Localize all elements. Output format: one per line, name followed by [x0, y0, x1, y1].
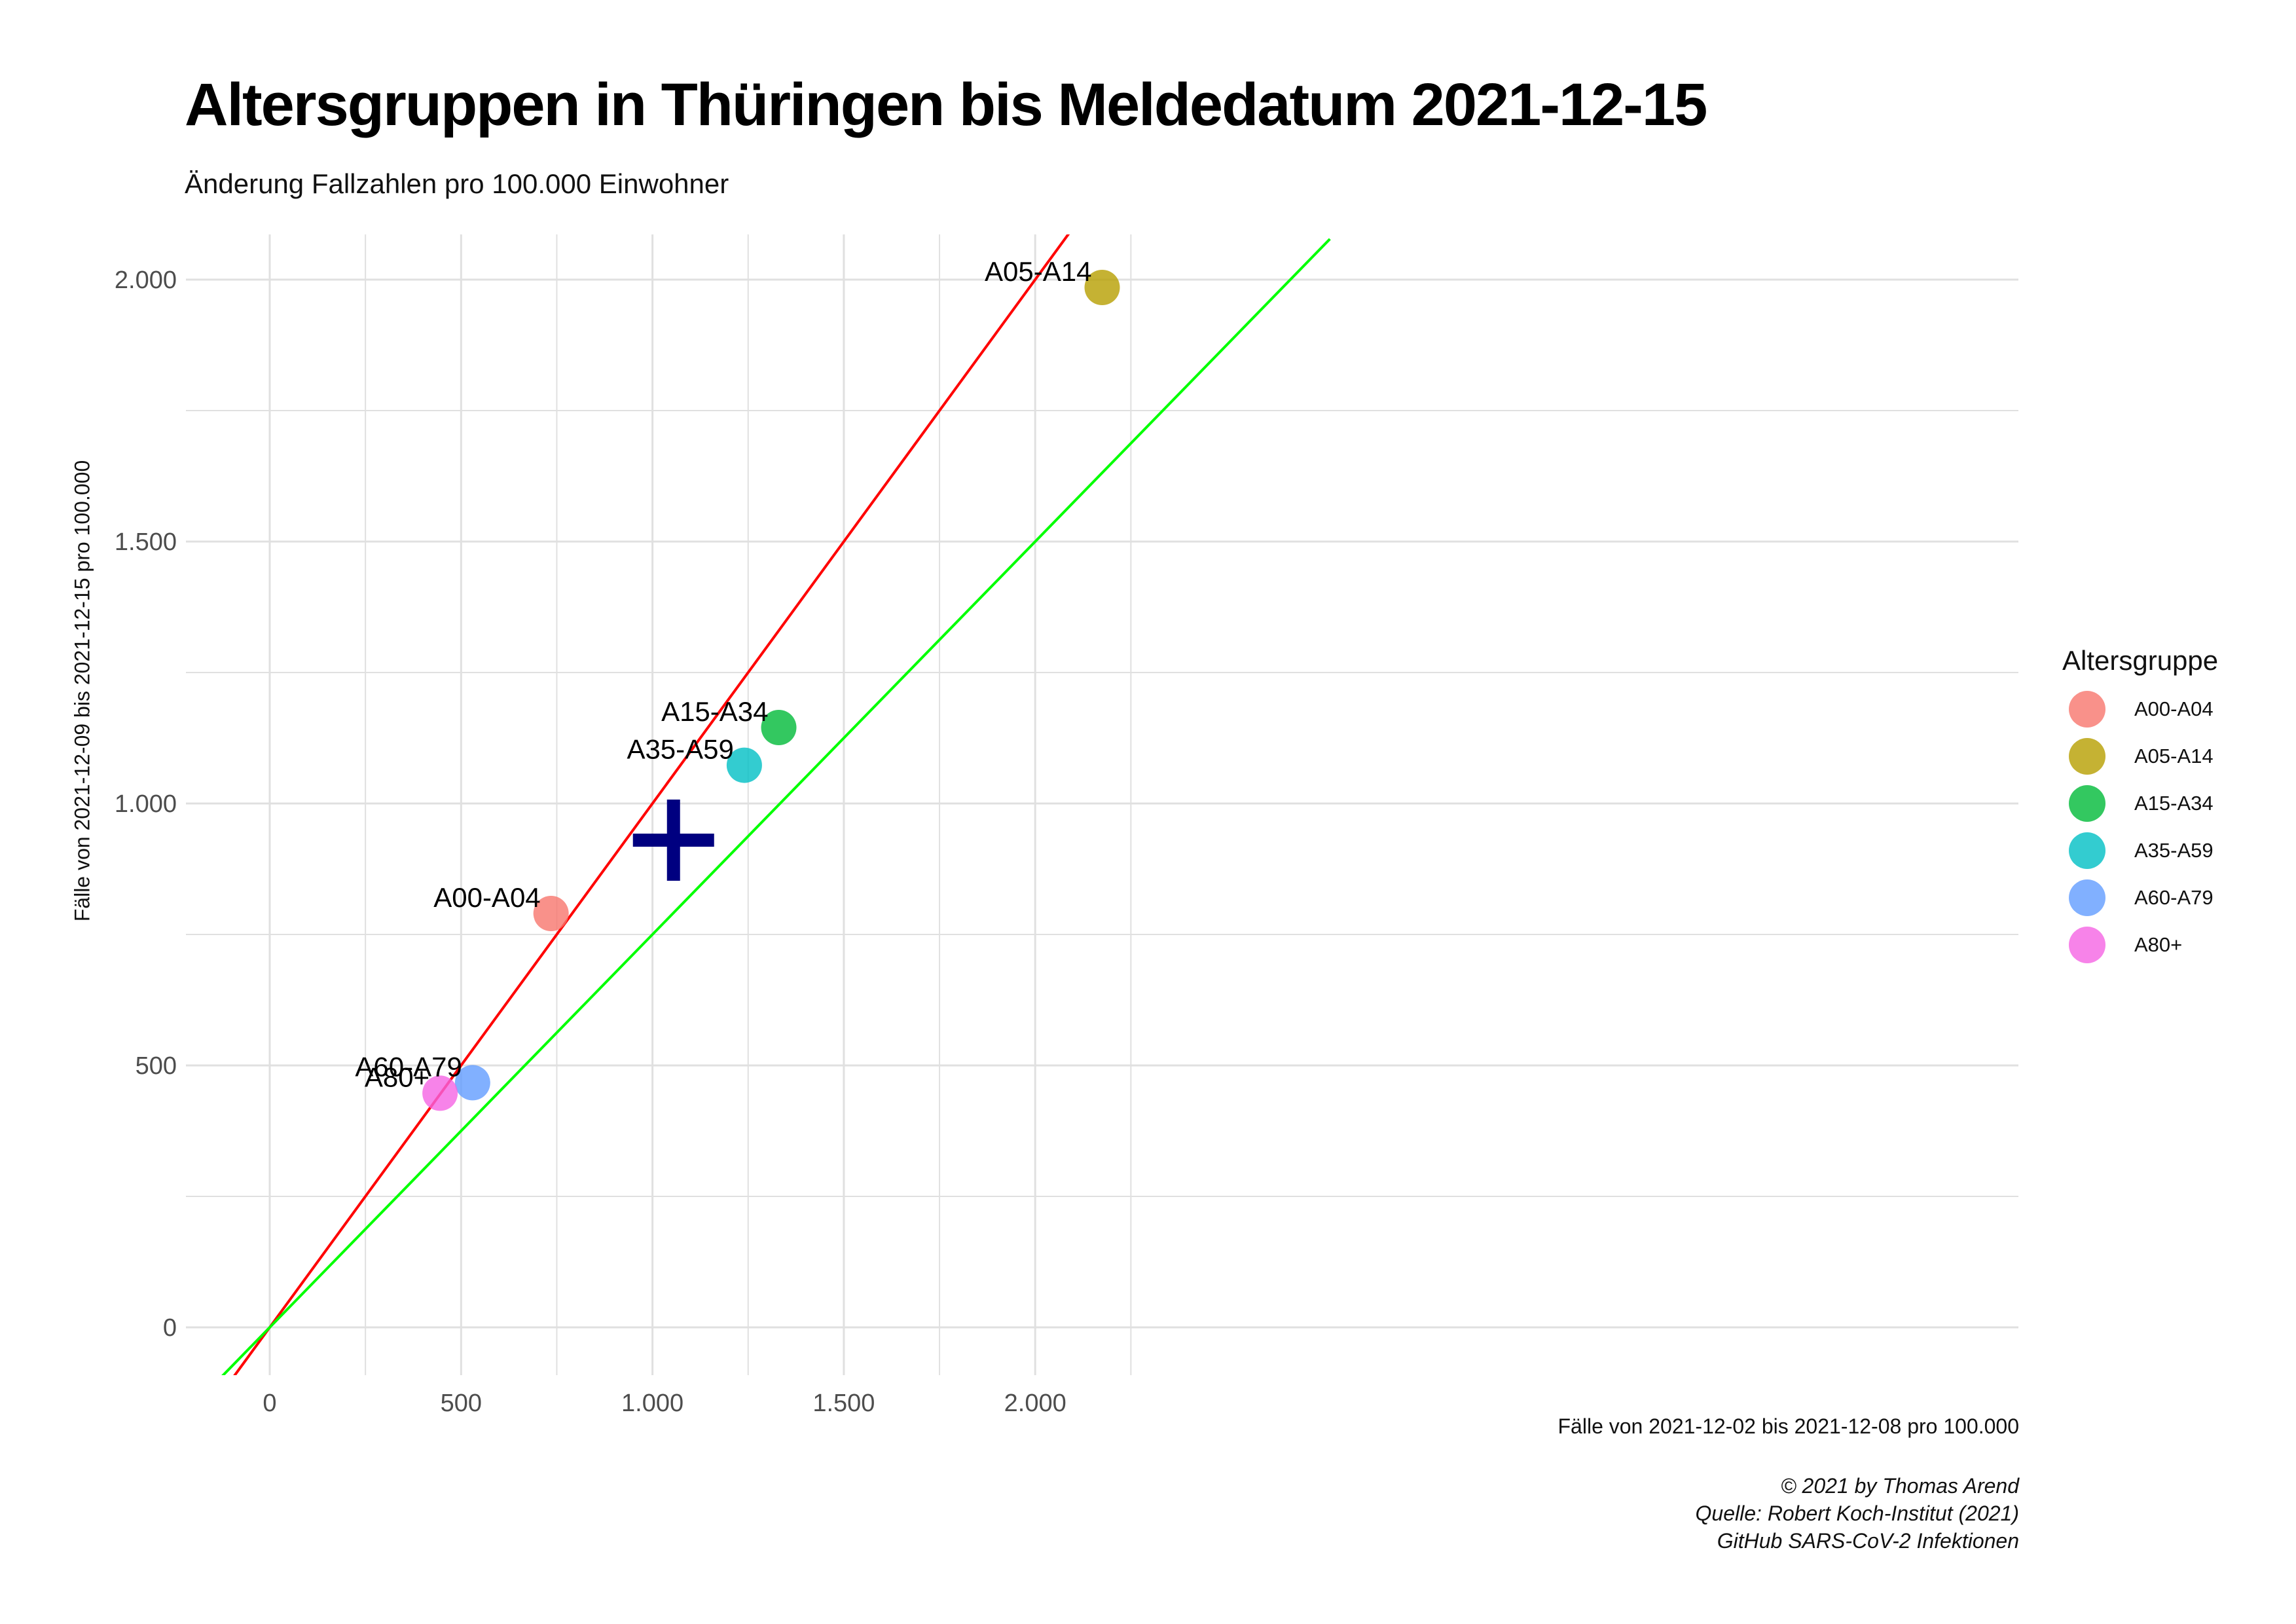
caption-source: Quelle: Robert Koch-Institut (2021): [1695, 1502, 2019, 1525]
legend-swatch: [2069, 691, 2105, 728]
y-tick-label: 2.000: [115, 267, 177, 294]
data-point: [422, 1075, 458, 1111]
y-tick-label: 500: [136, 1052, 177, 1080]
x-tick-label: 1.000: [621, 1390, 683, 1417]
point-label: A15-A34: [661, 696, 768, 727]
x-tick-label: 0: [263, 1390, 276, 1417]
legend-swatch: [2069, 879, 2105, 916]
legend-item: A60-A79: [2062, 874, 2218, 921]
legend-label: A00-A04: [2134, 697, 2214, 720]
point-label: A35-A59: [627, 734, 733, 765]
legend-item: A35-A59: [2062, 827, 2218, 874]
data-point: [1084, 270, 1120, 305]
legend-swatch: [2069, 738, 2105, 775]
legend-label: A80+: [2134, 933, 2183, 956]
legend-item: A05-A14: [2062, 733, 2218, 780]
point-label: A80+: [365, 1061, 429, 1092]
legend-item: A15-A34: [2062, 780, 2218, 827]
legend-label: A60-A79: [2134, 886, 2214, 909]
legend-label: A15-A34: [2134, 792, 2214, 815]
data-point: [761, 710, 797, 745]
caption: © 2021 by Thomas Arend Quelle: Robert Ko…: [1696, 1472, 2019, 1555]
point-label: A60-A79: [355, 1051, 462, 1082]
axis-tick-labels: 0 500 1.000 1.500 2.000 0 500 1.000 1.500 2.000: [115, 267, 1066, 1417]
legend: Altersgruppe A00-A04 A05-A14 A15-A34 A35-A5…: [2062, 645, 2218, 969]
data-point: [726, 747, 762, 783]
legend-swatch: [2069, 785, 2105, 822]
point-label: A00-A04: [433, 882, 540, 913]
x-axis-label: Fälle von 2021-12-02 bis 2021-12-08 pro …: [1558, 1414, 2020, 1438]
data-points: [422, 270, 1120, 1111]
y-tick-label: 0: [163, 1314, 177, 1342]
x-tick-label: 1.500: [812, 1390, 875, 1417]
chart-subtitle: Änderung Fallzahlen pro 100.000 Einwohne…: [185, 168, 729, 199]
reference-lines: [221, 234, 1331, 1375]
caption-copyright: © 2021 by Thomas Arend: [1781, 1474, 2019, 1498]
reference-line: [233, 234, 1070, 1375]
x-tick-label: 500: [441, 1390, 482, 1417]
legend-swatch: [2069, 832, 2105, 869]
legend-label: A05-A14: [2134, 745, 2214, 767]
y-tick-label: 1.500: [115, 528, 177, 556]
x-tick-label: 2.000: [1004, 1390, 1066, 1417]
point-label: A05-A14: [985, 256, 1091, 287]
data-point: [454, 1065, 490, 1101]
legend-items: A00-A04 A05-A14 A15-A34 A35-A59 A60-A79 A80+: [2062, 686, 2218, 969]
legend-item: A80+: [2062, 921, 2218, 969]
legend-item: A00-A04: [2062, 686, 2218, 733]
y-tick-label: 1.000: [115, 790, 177, 818]
legend-label: A35-A59: [2134, 839, 2214, 862]
y-axis-label: Fälle von 2021-12-09 bis 2021-12-15 pro …: [70, 460, 94, 922]
chart-title: Altersgruppen in Thüringen bis Meldedatu…: [185, 71, 1707, 138]
reference-line: [221, 238, 1331, 1375]
grid-lines: [186, 234, 2018, 1375]
legend-title: Altersgruppe: [2062, 645, 2219, 676]
data-point: [533, 896, 569, 931]
legend-swatch: [2069, 927, 2105, 963]
caption-github: GitHub SARS-CoV-2 Infektionen: [1717, 1529, 2019, 1553]
